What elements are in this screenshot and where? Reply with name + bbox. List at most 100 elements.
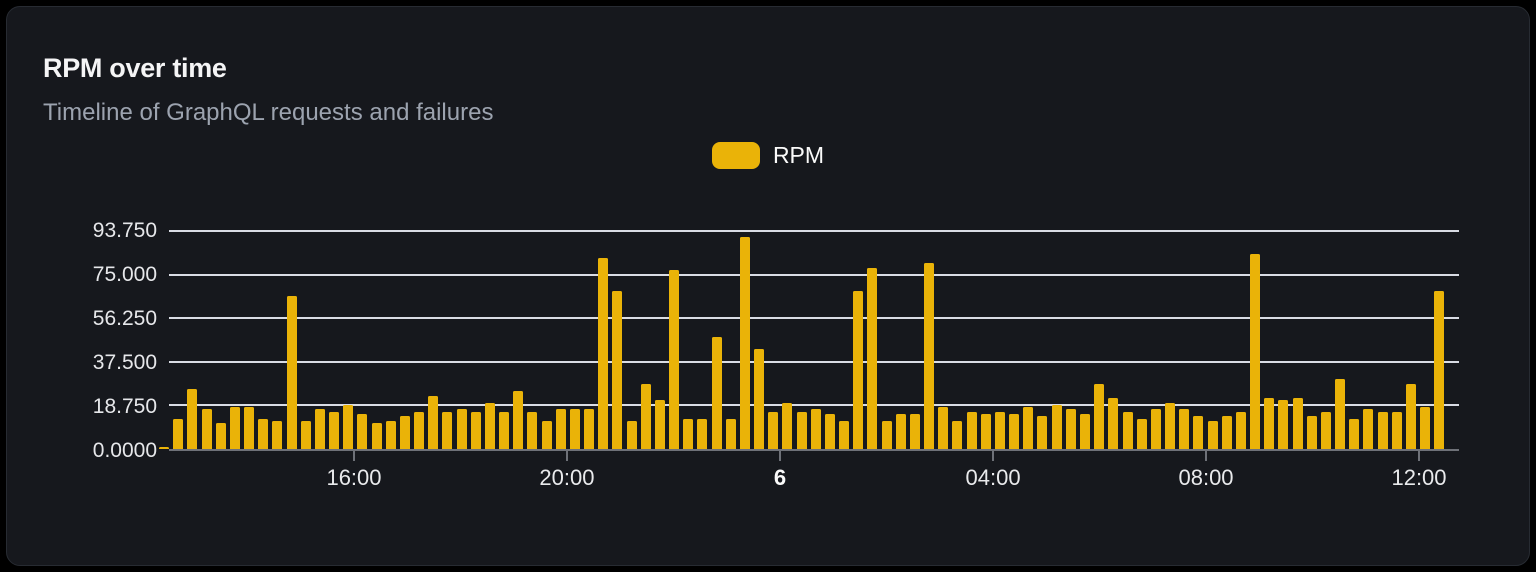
rpm-bar[interactable] — [229, 407, 240, 449]
rpm-bar[interactable] — [909, 414, 920, 449]
rpm-bar[interactable] — [1292, 397, 1303, 449]
rpm-bar[interactable] — [456, 409, 467, 449]
rpm-bar[interactable] — [187, 388, 198, 449]
rpm-bar[interactable] — [1235, 411, 1246, 449]
rpm-bar[interactable] — [314, 409, 325, 449]
rpm-bar[interactable] — [1009, 414, 1020, 449]
rpm-bar[interactable] — [258, 418, 269, 449]
rpm-bar[interactable] — [1278, 400, 1289, 449]
rpm-bar[interactable] — [159, 446, 169, 449]
rpm-bar[interactable] — [768, 411, 779, 449]
rpm-bar[interactable] — [541, 421, 552, 449]
rpm-bar[interactable] — [442, 411, 453, 449]
rpm-bar[interactable] — [414, 411, 425, 449]
rpm-bar[interactable] — [1221, 416, 1232, 449]
rpm-bar[interactable] — [598, 258, 609, 449]
rpm-bar[interactable] — [1434, 290, 1445, 449]
rpm-bar[interactable] — [371, 423, 382, 449]
rpm-bar[interactable] — [824, 414, 835, 449]
rpm-bar[interactable] — [215, 423, 226, 449]
rpm-bar[interactable] — [1136, 418, 1147, 449]
rpm-bar[interactable] — [399, 416, 410, 449]
rpm-bar[interactable] — [853, 290, 864, 449]
x-axis-tick — [352, 451, 355, 461]
rpm-bar[interactable] — [1377, 411, 1388, 449]
rpm-bar[interactable] — [952, 421, 963, 449]
rpm-bar[interactable] — [1150, 409, 1161, 449]
rpm-bar[interactable] — [484, 402, 495, 449]
rpm-bar[interactable] — [810, 409, 821, 449]
rpm-bar[interactable] — [895, 414, 906, 449]
x-axis-tick-label: 6 — [773, 465, 787, 490]
rpm-bar[interactable] — [173, 418, 184, 449]
rpm-bar[interactable] — [513, 390, 524, 449]
rpm-bar[interactable] — [1363, 409, 1374, 449]
rpm-bar[interactable] — [286, 295, 297, 449]
rpm-bar[interactable] — [343, 404, 354, 449]
rpm-bar[interactable] — [244, 407, 254, 449]
rpm-bar[interactable] — [357, 414, 368, 449]
rpm-bar[interactable] — [1051, 404, 1062, 449]
plot-area: 16:00 20:00 6 04:00 08:00 12:00 — [159, 230, 1459, 490]
rpm-bar[interactable] — [470, 411, 481, 449]
rpm-bar[interactable] — [754, 349, 765, 449]
rpm-bar[interactable] — [683, 418, 694, 449]
rpm-bar[interactable] — [527, 411, 538, 449]
rpm-bar[interactable] — [980, 414, 991, 449]
rpm-bar[interactable] — [782, 402, 793, 449]
x-axis-tick-label: 20:00 — [539, 465, 595, 490]
rpm-bar[interactable] — [966, 411, 977, 449]
rpm-bar[interactable] — [938, 407, 949, 449]
rpm-bar[interactable] — [1023, 407, 1034, 449]
rpm-bar[interactable] — [711, 337, 722, 449]
rpm-bar[interactable] — [1080, 414, 1090, 449]
rpm-bar[interactable] — [612, 290, 623, 449]
rpm-bar[interactable] — [1264, 397, 1275, 449]
rpm-bar[interactable] — [697, 418, 708, 449]
rpm-bar[interactable] — [1306, 416, 1317, 449]
rpm-bar[interactable] — [1094, 383, 1105, 449]
x-axis-tick-label: 04:00 — [965, 465, 1021, 490]
chart-subtitle: Timeline of GraphQL requests and failure… — [43, 99, 494, 126]
rpm-bar[interactable] — [584, 409, 595, 449]
rpm-bar[interactable] — [669, 269, 680, 449]
rpm-bar[interactable] — [1165, 402, 1176, 449]
rpm-bar[interactable] — [725, 418, 736, 449]
rpm-bar[interactable] — [1193, 416, 1204, 449]
rpm-bar[interactable] — [1335, 379, 1346, 449]
rpm-bar[interactable] — [796, 411, 807, 449]
rpm-bar[interactable] — [867, 267, 878, 449]
rpm-bar[interactable] — [428, 395, 439, 449]
rpm-bar[interactable] — [1179, 409, 1190, 449]
rpm-bar[interactable] — [1122, 411, 1133, 449]
legend[interactable]: RPM — [7, 141, 1529, 169]
rpm-bar[interactable] — [924, 262, 935, 449]
rpm-bar[interactable] — [626, 421, 637, 449]
rpm-bar[interactable] — [201, 409, 212, 449]
rpm-bar[interactable] — [654, 400, 665, 449]
rpm-bar[interactable] — [1065, 409, 1076, 449]
rpm-bar[interactable] — [1108, 397, 1119, 449]
rpm-bar[interactable] — [1320, 411, 1331, 449]
rpm-bar[interactable] — [739, 237, 750, 449]
rpm-bar[interactable] — [1037, 416, 1048, 449]
rpm-bar[interactable] — [1420, 407, 1431, 449]
rpm-bar[interactable] — [499, 411, 510, 449]
rpm-bar[interactable] — [555, 409, 566, 449]
rpm-bar[interactable] — [1250, 253, 1261, 449]
gridline — [169, 230, 1459, 232]
rpm-bar[interactable] — [994, 411, 1005, 449]
rpm-bar[interactable] — [1349, 418, 1360, 449]
rpm-bar[interactable] — [569, 409, 580, 449]
rpm-bar[interactable] — [1207, 421, 1218, 449]
rpm-bar[interactable] — [300, 421, 311, 449]
rpm-bar[interactable] — [640, 383, 651, 449]
rpm-bar[interactable] — [272, 421, 283, 449]
x-axis-tick — [992, 451, 995, 461]
rpm-bar[interactable] — [1405, 383, 1416, 449]
rpm-bar[interactable] — [839, 421, 850, 449]
rpm-bar[interactable] — [881, 421, 892, 449]
rpm-bar[interactable] — [385, 421, 396, 449]
rpm-bar[interactable] — [1391, 411, 1402, 449]
rpm-bar[interactable] — [329, 411, 340, 449]
